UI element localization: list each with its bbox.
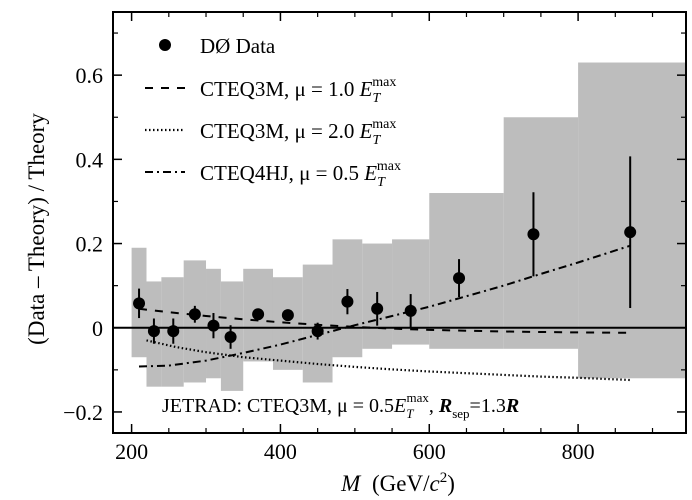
- x-axis-unit-var: c: [430, 471, 440, 496]
- y-tick-label-3: 0.4: [76, 147, 104, 172]
- x-axis-var: M: [340, 471, 362, 496]
- y-axis-title: (Data – Theory) / Theory: [24, 113, 49, 345]
- annotation: JETRAD: CTEQ3M, μ = 0.5ETmax, Rsep=1.3R: [162, 390, 519, 421]
- data-point-0: [133, 297, 146, 310]
- x-tick-label-800: 800: [562, 439, 595, 464]
- data-point-12: [453, 272, 466, 285]
- plot-frame: [112, 11, 687, 434]
- annotation-rsep: R: [438, 395, 452, 417]
- series-dash-dot-curve: [138, 244, 631, 368]
- x-axis-title: M (GeV/c2): [340, 470, 455, 496]
- band-segment-13: [503, 117, 579, 349]
- legend-label-cteq3m-1: CTEQ3M, μ = 1.0 ETmax: [200, 75, 396, 106]
- y-tick-label-2: 0.2: [76, 232, 104, 257]
- data-point-9: [341, 295, 354, 308]
- data-point-1: [147, 325, 160, 338]
- annotation-part2: ,: [429, 395, 439, 417]
- legend-label-cteq4hj: CTEQ4HJ, μ = 0.5 ETmax: [200, 159, 401, 190]
- data-point-8: [311, 325, 324, 338]
- legend-label-cteq4hj-sup: max: [377, 159, 401, 174]
- data-point-7: [281, 309, 294, 322]
- annotation-rsep-sub: sep: [452, 406, 469, 421]
- legend-label-cteq3m-2-sup: max: [372, 117, 396, 132]
- y-tick-label-1: 0: [92, 316, 103, 341]
- band-segment-12: [429, 193, 504, 349]
- systematic-band: [131, 62, 686, 391]
- data-point-11: [404, 304, 417, 317]
- data-point-10: [371, 302, 384, 315]
- data-point-4: [207, 319, 220, 332]
- legend-label-cteq3m-2-sub: T: [372, 133, 381, 148]
- legend-label-cteq3m-2: CTEQ3M, μ = 2.0 ETmax: [200, 117, 396, 148]
- legend-label-cteq3m-1-sub: T: [372, 91, 381, 106]
- axis-ticks: 200 400 600 800 −0.2 0 0.2 0.4 0.6: [63, 12, 686, 464]
- legend-label-cteq3m-1-sup: max: [372, 75, 396, 90]
- annotation-part1: JETRAD: CTEQ3M, μ = 0.5: [162, 395, 394, 417]
- legend-label-cteq3m-1-var: E: [359, 77, 373, 101]
- annotation-sup: max: [406, 390, 429, 405]
- data-point-14: [624, 226, 637, 239]
- legend-label-cteq4hj-main: CTEQ4HJ, μ = 0.5: [200, 161, 364, 185]
- data-point-6: [252, 308, 265, 321]
- x-tick-label-400: 400: [264, 439, 297, 464]
- theory-curves: [138, 244, 631, 382]
- x-tick-label-600: 600: [413, 439, 446, 464]
- legend: DØ Data CTEQ3M, μ = 1.0 ETmax CTEQ3M, μ …: [145, 34, 401, 190]
- legend-label-cteq3m-2-main: CTEQ3M, μ = 2.0: [200, 119, 360, 143]
- x-axis-unit-close: ): [447, 471, 455, 496]
- data-point-5: [224, 331, 237, 344]
- legend-label-data: DØ Data: [200, 34, 276, 58]
- annotation-var: E: [393, 395, 406, 417]
- y-tick-label-0: −0.2: [63, 400, 103, 425]
- x-tick-label-200: 200: [115, 439, 148, 464]
- x-axis-unit-sup: 2: [440, 470, 448, 486]
- annotation-sub: T: [406, 406, 414, 421]
- annotation-r: R: [505, 395, 519, 417]
- series-dotted-curve: [146, 339, 631, 382]
- y-tick-label-4: 0.6: [76, 63, 104, 88]
- data-point-3: [188, 308, 201, 321]
- legend-label-cteq4hj-sub: T: [377, 175, 386, 190]
- data-point-13: [527, 228, 540, 241]
- legend-label-cteq4hj-var: E: [363, 161, 377, 185]
- legend-label-cteq3m-1-main: CTEQ3M, μ = 1.0: [200, 77, 360, 101]
- legend-marker-data: [159, 39, 171, 51]
- legend-label-cteq3m-2-var: E: [359, 119, 373, 143]
- x-axis-unit-open: (GeV/: [372, 471, 430, 496]
- data-points: [133, 156, 637, 349]
- data-point-2: [167, 325, 180, 338]
- band-segment-14: [578, 62, 686, 379]
- annotation-part3: =1.3: [470, 395, 506, 417]
